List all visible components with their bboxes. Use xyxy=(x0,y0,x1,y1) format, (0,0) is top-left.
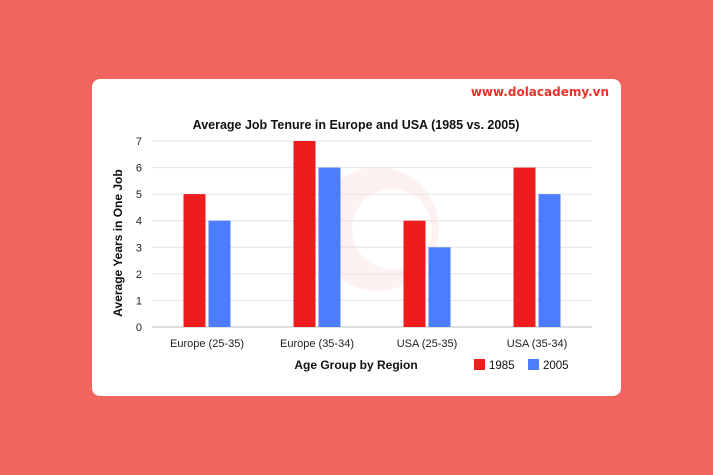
y-tick-label: 4 xyxy=(136,216,142,228)
bar-2005-0 xyxy=(208,220,231,327)
x-axis-label: Age Group by Region xyxy=(294,358,417,372)
bar-1985-3 xyxy=(513,167,536,327)
chart-title: Average Job Tenure in Europe and USA (19… xyxy=(193,118,520,132)
legend-label-1985: 1985 xyxy=(489,360,515,372)
y-tick-label: 3 xyxy=(136,242,142,254)
x-axis-ticks: Europe (25-35) Europe (35-34) USA (25-35) U… xyxy=(170,338,567,350)
y-tick-label: 6 xyxy=(136,163,142,175)
y-tick-label: 0 xyxy=(136,322,142,334)
bar-1985-1 xyxy=(293,141,316,327)
x-tick-label: Europe (25-35) xyxy=(170,338,244,350)
bars xyxy=(183,141,561,327)
x-tick-label: USA (25-35) xyxy=(397,338,458,350)
bar-chart: Average Job Tenure in Europe and USA (19… xyxy=(111,118,592,372)
legend: 1985 2005 xyxy=(474,359,569,372)
bar-2005-2 xyxy=(428,247,451,327)
y-tick-label: 1 xyxy=(136,295,142,307)
bar-2005-3 xyxy=(538,194,561,327)
y-tick-label: 7 xyxy=(136,136,142,148)
y-tick-label: 2 xyxy=(136,269,142,281)
x-tick-label: Europe (35-34) xyxy=(280,338,354,350)
legend-swatch-2005 xyxy=(528,359,539,370)
chart-card: www.dolacademy.vn Average Job Tenure in … xyxy=(92,79,621,396)
bar-1985-0 xyxy=(183,194,206,327)
legend-label-2005: 2005 xyxy=(543,360,569,372)
y-tick-label: 5 xyxy=(136,189,142,201)
bar-1985-2 xyxy=(403,220,426,327)
legend-swatch-1985 xyxy=(474,359,485,370)
y-axis-ticks: 0 1 2 3 4 5 6 7 xyxy=(136,136,142,334)
bar-2005-1 xyxy=(318,167,341,327)
x-tick-label: USA (35-34) xyxy=(507,338,568,350)
brand-watermark: www.dolacademy.vn xyxy=(470,85,609,99)
y-axis-label: Average Years in One Job xyxy=(111,169,125,316)
